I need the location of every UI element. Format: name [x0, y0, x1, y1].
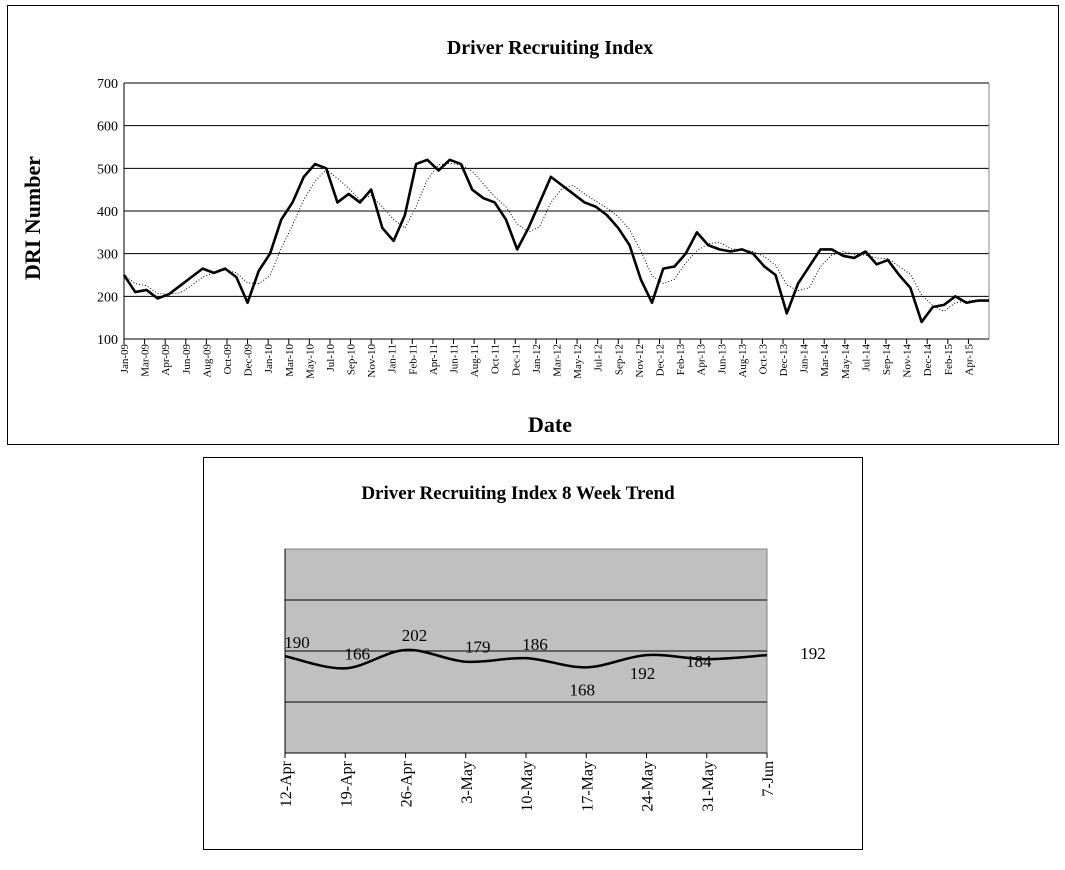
x-tick-label: Dec-13: [778, 344, 790, 377]
moving-average-line: [123, 162, 990, 312]
x-axis-title: Date: [528, 412, 572, 437]
x-tick-label: Sep-14: [881, 344, 893, 376]
x-tick-label: Jan-12: [531, 344, 543, 373]
x-tick-label: 3-May: [459, 761, 476, 804]
data-label: 179: [465, 638, 491, 657]
dri-series-line: [122, 158, 989, 324]
data-label: 168: [570, 680, 596, 699]
trend-chart: Driver Recruiting Index 8 Week Trend 12-A…: [278, 483, 826, 812]
y-tick-label: 300: [97, 248, 118, 263]
x-tick-label: Feb-15: [943, 344, 955, 376]
x-tick-label: May-12: [572, 344, 584, 379]
y-axis-title: DRI Number: [20, 156, 45, 280]
y-tick-label: 600: [97, 120, 118, 135]
x-tick-label: Jun-11: [449, 344, 461, 374]
x-tick-label: Mar-10: [284, 344, 296, 377]
x-tick-label: Jun-09: [181, 344, 193, 374]
x-tick-label: 12-Apr: [278, 760, 295, 807]
x-tick-label: 10-May: [519, 761, 536, 812]
data-label: 202: [402, 626, 428, 645]
x-tick-label: Dec-11: [510, 344, 522, 376]
data-label: 192: [630, 664, 656, 683]
chart-title: Driver Recruiting Index: [447, 37, 653, 59]
x-tick-label: Apr-09: [160, 344, 172, 376]
data-label: 184: [686, 652, 712, 671]
trend-chart-panel: Driver Recruiting Index 8 Week Trend 12-A…: [203, 457, 863, 850]
x-tick-label: Jan-10: [263, 344, 275, 374]
x-tick-label: Oct-09: [222, 344, 234, 375]
dri-chart: Driver Recruiting Index 100 200 300 400 500 60…: [20, 37, 990, 437]
x-tick-label: Dec-09: [243, 344, 255, 377]
x-tick-label: 24-May: [640, 761, 657, 812]
x-tick-label: May-14: [840, 344, 852, 379]
dri-chart-panel: Driver Recruiting Index 100 200 300 400 500 60…: [7, 5, 1059, 445]
x-tick-label: Dec-14: [922, 344, 934, 377]
y-tick-label: 400: [97, 205, 118, 220]
x-tick-label: Feb-13: [675, 344, 687, 376]
trend-line: [284, 648, 768, 670]
x-tick-label: Sep-10: [346, 344, 358, 376]
data-label: 186: [522, 635, 548, 654]
x-tick-label: Nov-14: [902, 344, 914, 378]
x-tick-label: Jan-11: [387, 344, 399, 373]
x-tick-label: Jan-14: [799, 344, 811, 374]
x-tick-label: Mar-14: [819, 344, 831, 377]
x-tick-label: 17-May: [579, 761, 596, 812]
chart-title: Driver Recruiting Index 8 Week Trend: [361, 483, 675, 504]
y-tick-label: 200: [97, 290, 118, 305]
x-tick-label: Mar-09: [140, 344, 152, 377]
x-tick-label: Dec-12: [654, 344, 666, 376]
x-tick-label: Sep-12: [613, 344, 625, 375]
y-tick-label: 700: [97, 77, 118, 92]
x-tick-label: Oct-13: [757, 344, 769, 375]
y-tick-label: 100: [97, 333, 118, 348]
x-tick-label: Nov-12: [634, 344, 646, 378]
x-tick-label: May-10: [304, 344, 316, 379]
x-tick-label: Nov-10: [366, 344, 378, 378]
x-tick-label: 31-May: [700, 761, 717, 812]
x-tick-label: 19-Apr: [338, 760, 355, 807]
x-tick-label: Apr-15: [963, 344, 975, 376]
y-tick-label: 500: [97, 162, 118, 177]
data-label: 190: [284, 633, 310, 652]
data-label: 166: [345, 644, 371, 663]
x-tick-label: Jul-10: [325, 344, 337, 372]
x-tick-label: Oct-11: [490, 344, 502, 374]
x-tick-label: Jul-12: [593, 344, 605, 372]
x-tick-label: Aug-13: [737, 344, 749, 378]
x-tick-label: Jul-14: [860, 344, 872, 372]
x-tick-label: Jun-13: [716, 344, 728, 374]
x-tick-label: 26-Apr: [399, 760, 416, 807]
data-label: 192: [800, 644, 826, 663]
x-tick-label: Feb-11: [407, 344, 419, 375]
x-tick-label: Apr-11: [428, 344, 440, 375]
x-tick-label: Apr-13: [696, 344, 708, 376]
x-tick-label: Aug-11: [469, 344, 481, 377]
x-tick-label: Jan-09: [119, 344, 131, 374]
x-tick-label: 7-Jun: [760, 761, 777, 797]
x-tick-label: Aug-09: [201, 344, 213, 378]
x-tick-label: Mar-12: [552, 344, 564, 377]
